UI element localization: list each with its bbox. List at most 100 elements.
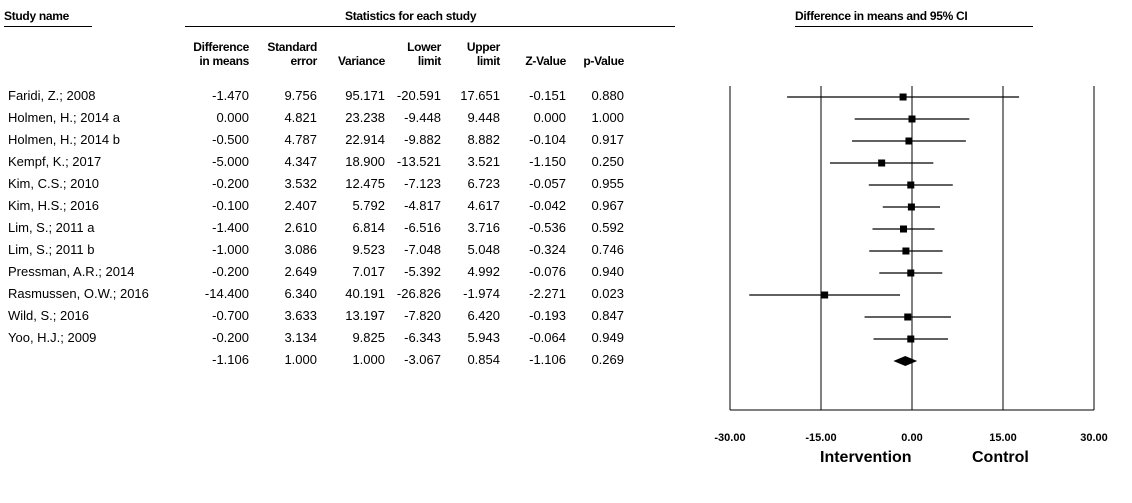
table-cell: -0.536 <box>529 220 566 235</box>
column-header-line2: p-Value <box>583 54 624 68</box>
control-label: Control <box>972 449 1029 466</box>
table-cell: -0.324 <box>529 242 566 257</box>
x-tick-label: -15.00 <box>805 432 836 444</box>
table-cell: -0.100 <box>212 198 249 213</box>
table-cell: -9.448 <box>404 110 441 125</box>
table-cell: 0.967 <box>591 198 624 213</box>
table-cell: -26.826 <box>396 286 441 301</box>
point-estimate <box>907 203 915 211</box>
table-cell: 0.000 <box>533 110 566 125</box>
table-row: Faridi, Z.; 2008 -1.470 9.756 95.171 -20.591… <box>0 88 700 110</box>
study-name: Pressman, A.R.; 2014 <box>8 264 135 279</box>
point-estimate <box>905 137 913 145</box>
column-header: p-Value <box>583 40 624 68</box>
statistics-underline <box>185 26 675 27</box>
table-cell: -20.591 <box>396 88 441 103</box>
column-header: Standard error <box>267 40 317 68</box>
table-cell: -7.820 <box>404 308 441 323</box>
table-cell: 1.000 <box>591 110 624 125</box>
table-cell: 23.238 <box>345 110 385 125</box>
column-header-line2: Variance <box>338 54 385 68</box>
table-cell: 9.523 <box>352 242 385 257</box>
table-row: Kempf, K.; 2017 -5.000 4.347 18.900 -13.521 3… <box>0 154 700 176</box>
table-row: Kim, C.S.; 2010 -0.200 3.532 12.475 -7.123 6.… <box>0 176 700 198</box>
column-header-line1: Difference <box>193 40 249 54</box>
study-name: Holmen, H.; 2014 a <box>8 110 121 125</box>
table-cell: -0.200 <box>212 176 249 191</box>
table-row: Holmen, H.; 2014 b -0.500 4.787 22.914 -9.88… <box>0 132 700 154</box>
study-name: Rasmussen, O.W.; 2016 <box>8 286 149 301</box>
table-cell: -6.343 <box>404 330 441 345</box>
table-cell: 5.792 <box>352 198 385 213</box>
table-cell: -5.000 <box>212 154 249 169</box>
table-cell: 3.532 <box>284 176 317 191</box>
table-cell: 2.649 <box>284 264 317 279</box>
table-cell: 2.407 <box>284 198 317 213</box>
x-tick-label: 30.00 <box>1080 432 1108 444</box>
table-cell: -0.200 <box>212 264 249 279</box>
column-header: Upper limit <box>467 40 500 68</box>
table-cell: -4.817 <box>404 198 441 213</box>
column-header-line2: in means <box>199 54 249 68</box>
study-name-header: Study name <box>4 9 70 23</box>
column-header-line2: limit <box>476 54 500 68</box>
column-header: Variance <box>338 40 385 68</box>
table-cell: 95.171 <box>345 88 385 103</box>
table-row: Kim, H.S.; 2016 -0.100 2.407 5.792 -4.817 4.6… <box>0 198 700 220</box>
table-cell: -0.151 <box>529 88 566 103</box>
table-cell: 6.723 <box>467 176 500 191</box>
table-cell: -1.000 <box>212 242 249 257</box>
table-cell: 0.746 <box>591 242 624 257</box>
table-cell: -0.700 <box>212 308 249 323</box>
table-cell: 1.000 <box>284 352 317 367</box>
forest-underline <box>795 26 1033 27</box>
column-header-line1: Lower <box>407 40 441 54</box>
table-cell: -3.067 <box>404 352 441 367</box>
table-cell: 3.134 <box>284 330 317 345</box>
table-cell: 0.917 <box>591 132 624 147</box>
table-cell: 0.023 <box>591 286 624 301</box>
table-cell: -1.400 <box>212 220 249 235</box>
study-name: Yoo, H.J.; 2009 <box>8 330 97 345</box>
column-header-line2: error <box>290 54 317 68</box>
table-cell: 4.347 <box>284 154 317 169</box>
table-cell: 12.475 <box>345 176 385 191</box>
table-cell: -0.042 <box>529 198 566 213</box>
table-cell: 2.610 <box>284 220 317 235</box>
summary-diamond <box>893 356 918 366</box>
table-row: -1.106 1.000 1.000 -3.067 0.854 -1.106 0.269 <box>0 352 700 374</box>
point-estimate <box>878 159 886 167</box>
column-header-line2: limit <box>417 54 441 68</box>
study-name: Holmen, H.; 2014 b <box>8 132 121 147</box>
table-cell: 22.914 <box>345 132 385 147</box>
table-cell: 0.000 <box>216 110 249 125</box>
point-estimate <box>900 225 908 233</box>
table-cell: -2.271 <box>529 286 566 301</box>
table-cell: 4.992 <box>467 264 500 279</box>
table-cell: 0.949 <box>591 330 624 345</box>
table-cell: -0.076 <box>529 264 566 279</box>
table-cell: 4.821 <box>284 110 317 125</box>
table-row: Lim, S.; 2011 a -1.400 2.610 6.814 -6.516 3.7… <box>0 220 700 242</box>
table-cell: 0.847 <box>591 308 624 323</box>
table-cell: -1.470 <box>212 88 249 103</box>
table-row: Lim, S.; 2011 b -1.000 3.086 9.523 -7.048 5.0… <box>0 242 700 264</box>
point-estimate <box>907 269 915 277</box>
study-name: Wild, S.; 2016 <box>8 308 89 323</box>
table-cell: 6.814 <box>352 220 385 235</box>
table-cell: -5.392 <box>404 264 441 279</box>
table-cell: 18.900 <box>345 154 385 169</box>
table-cell: -1.150 <box>529 154 566 169</box>
table-cell: 0.880 <box>591 88 624 103</box>
table-cell: 0.269 <box>591 352 624 367</box>
table-cell: -1.106 <box>529 352 566 367</box>
table-cell: -0.104 <box>529 132 566 147</box>
table-cell: 0.940 <box>591 264 624 279</box>
column-header-line1: Upper <box>466 40 500 54</box>
study-name: Kim, H.S.; 2016 <box>8 198 100 213</box>
table-row: Wild, S.; 2016 -0.700 3.633 13.197 -7.820 6.4… <box>0 308 700 330</box>
point-estimate <box>907 181 915 189</box>
column-header-line1: Standard <box>267 40 317 54</box>
table-cell: -13.521 <box>396 154 441 169</box>
